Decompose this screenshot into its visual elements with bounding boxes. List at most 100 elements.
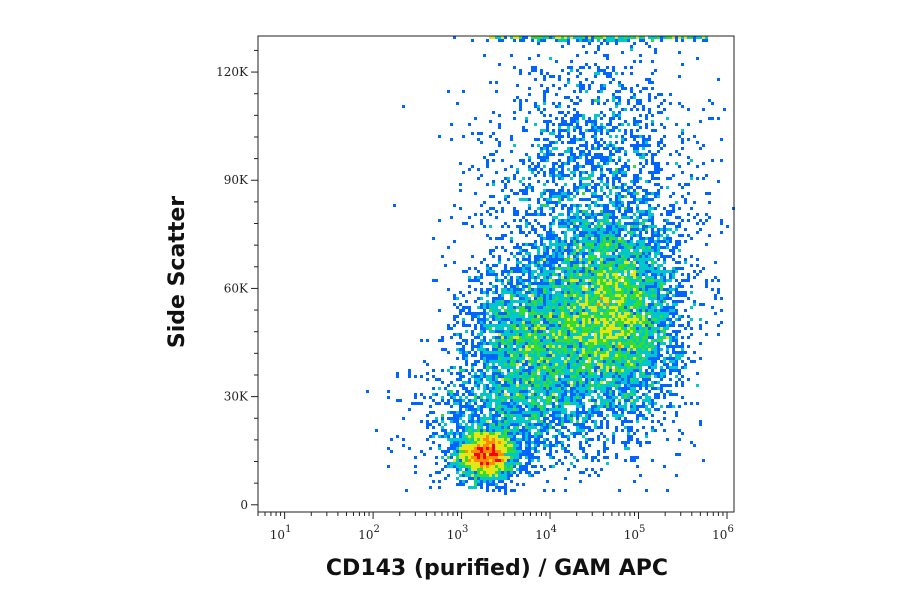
data-point (525, 402, 528, 405)
data-point (558, 330, 561, 333)
data-point (609, 285, 612, 288)
data-point (597, 270, 600, 273)
data-point (555, 258, 558, 261)
data-point (639, 291, 642, 294)
data-point (651, 348, 654, 351)
data-point (591, 255, 594, 258)
data-point (552, 324, 555, 327)
data-point (534, 360, 537, 363)
data-point (660, 282, 663, 285)
data-point (459, 336, 462, 339)
data-point (492, 324, 495, 327)
data-point (651, 303, 654, 306)
data-point (711, 288, 714, 291)
data-point (600, 234, 603, 237)
data-point (597, 378, 600, 381)
data-point (642, 342, 645, 345)
data-point (624, 108, 627, 111)
data-point (495, 291, 498, 294)
data-point (657, 393, 660, 396)
data-point (633, 165, 636, 168)
data-point (540, 300, 543, 303)
data-point (639, 156, 642, 159)
data-point (513, 369, 516, 372)
data-point (651, 363, 654, 366)
data-point (468, 216, 471, 219)
data-point (459, 291, 462, 294)
data-point (636, 390, 639, 393)
data-point (576, 330, 579, 333)
data-point (513, 306, 516, 309)
data-point (633, 195, 636, 198)
data-point (600, 111, 603, 114)
data-point (624, 171, 627, 174)
data-point (558, 369, 561, 372)
data-point (573, 186, 576, 189)
data-point (642, 357, 645, 360)
data-point (558, 273, 561, 276)
data-point (606, 177, 609, 180)
data-point (492, 315, 495, 318)
data-point (618, 159, 621, 162)
data-point (582, 267, 585, 270)
data-point (603, 375, 606, 378)
data-point (693, 270, 696, 273)
data-point (579, 273, 582, 276)
data-point (570, 285, 573, 288)
data-point (519, 99, 522, 102)
data-point (651, 174, 654, 177)
data-point (600, 240, 603, 243)
data-point (621, 174, 624, 177)
data-point (504, 315, 507, 318)
data-point (477, 405, 480, 408)
data-point (633, 219, 636, 222)
data-point (696, 384, 699, 387)
data-point (624, 366, 627, 369)
data-point (678, 261, 681, 264)
data-point (513, 387, 516, 390)
data-point (594, 339, 597, 342)
data-point (483, 324, 486, 327)
data-point (528, 345, 531, 348)
data-point (618, 228, 621, 231)
data-point (585, 318, 588, 321)
data-point (537, 387, 540, 390)
data-point (525, 339, 528, 342)
data-point (561, 324, 564, 327)
data-point (633, 174, 636, 177)
data-point (471, 348, 474, 351)
data-point (642, 246, 645, 249)
data-point (366, 390, 369, 393)
data-point (516, 333, 519, 336)
data-point (525, 294, 528, 297)
data-point (492, 153, 495, 156)
data-point (492, 372, 495, 375)
data-point (672, 345, 675, 348)
data-point (573, 285, 576, 288)
data-point (630, 243, 633, 246)
data-point (561, 372, 564, 375)
data-point (690, 36, 693, 39)
data-point (483, 402, 486, 405)
data-point (651, 114, 654, 117)
data-point (639, 369, 642, 372)
data-point (531, 345, 534, 348)
data-point (549, 234, 552, 237)
data-point (549, 309, 552, 312)
data-point (471, 165, 474, 168)
data-point (663, 369, 666, 372)
data-point (564, 270, 567, 273)
data-point (549, 390, 552, 393)
data-point (522, 372, 525, 375)
data-point (606, 372, 609, 375)
data-point (663, 144, 666, 147)
data-point (648, 312, 651, 315)
data-point (561, 141, 564, 144)
data-point (594, 303, 597, 306)
data-point (480, 396, 483, 399)
data-point (513, 288, 516, 291)
data-point (678, 300, 681, 303)
data-point (576, 390, 579, 393)
data-point (492, 384, 495, 387)
data-point (525, 252, 528, 255)
